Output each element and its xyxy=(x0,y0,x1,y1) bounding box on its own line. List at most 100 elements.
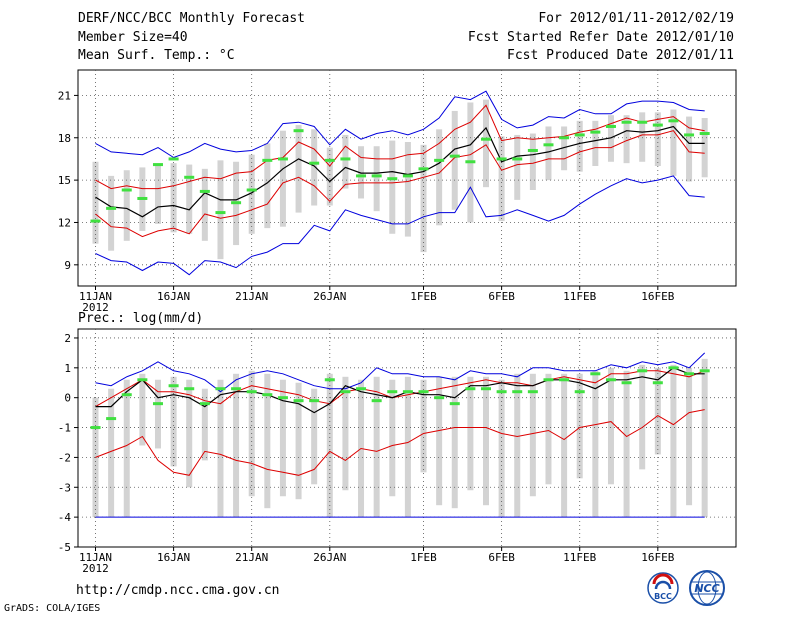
temp-ensemble-box xyxy=(295,125,302,213)
temp-observation-marker xyxy=(309,161,320,165)
prec-x-tick-label: 11JAN xyxy=(79,551,112,564)
temp-observation-marker xyxy=(340,157,351,161)
prec-observation-marker xyxy=(605,378,616,382)
prec-observation-marker xyxy=(668,366,679,370)
temp-observation-marker xyxy=(402,174,413,178)
temp-observation-marker xyxy=(293,129,304,133)
prec-ensemble-box xyxy=(498,379,505,518)
temp-ensemble-box xyxy=(217,160,224,260)
temp-ensemble-box xyxy=(311,129,318,206)
prec-observation-marker xyxy=(699,369,710,373)
temp-ensemble-box xyxy=(639,112,646,162)
temp-observation-marker xyxy=(121,188,132,192)
prec-ensemble-box xyxy=(451,376,458,509)
prec-ensemble-box xyxy=(217,379,224,518)
prec-observation-marker xyxy=(152,402,163,406)
bcc-logo: BCC xyxy=(647,572,679,604)
temp-y-tick-label: 21 xyxy=(58,89,71,102)
temp-observation-marker xyxy=(168,157,179,161)
temp-ensemble-box xyxy=(592,120,599,166)
prec-observation-marker xyxy=(590,372,601,376)
prec-y-tick-label: -1 xyxy=(58,422,71,435)
temp-ensemble-box xyxy=(326,147,333,206)
prec-ensemble-box xyxy=(373,376,380,518)
temp-ensemble-box xyxy=(154,166,161,224)
temp-y-tick-label: 18 xyxy=(58,132,71,145)
source-url[interactable]: http://cmdp.ncc.cma.gov.cn xyxy=(76,583,280,598)
temp-observation-marker xyxy=(246,188,257,192)
temp-observation-marker xyxy=(496,157,507,161)
prec-ensemble-box xyxy=(529,373,536,497)
grads-credit: GrADS: COLA/IGES xyxy=(4,603,101,614)
temp-observation-marker xyxy=(262,158,273,162)
prec-ensemble-box xyxy=(670,364,677,518)
prec-ensemble-box xyxy=(607,367,614,485)
ncc-logo: NCC xyxy=(689,570,725,606)
temp-observation-marker xyxy=(90,219,101,223)
temp-ensemble-box xyxy=(561,126,568,171)
prec-x-tick-label: 6FEB xyxy=(488,551,515,564)
temp-observation-marker xyxy=(559,136,570,140)
variable-label: Mean Surf. Temp.: °C xyxy=(78,48,235,63)
forecast-period: For 2012/01/11-2012/02/19 xyxy=(538,11,734,26)
temp-ensemble-box xyxy=(529,133,536,190)
temp-line-median xyxy=(95,125,705,218)
temp-ensemble-box xyxy=(686,116,693,182)
temp-y-tick-label: 12 xyxy=(58,216,71,229)
temp-ensemble-box xyxy=(389,140,396,234)
prec-observation-marker xyxy=(356,387,367,391)
prec-ensemble-box xyxy=(514,373,521,518)
prec-x-tick-label: 16FEB xyxy=(641,551,674,564)
temp-ensemble-box xyxy=(483,99,489,188)
temp-observation-marker xyxy=(371,174,382,178)
temp-plot-frame xyxy=(77,69,737,287)
prec-observation-marker xyxy=(465,387,476,391)
prec-line-median xyxy=(95,367,705,414)
prec-ensemble-box xyxy=(201,388,208,461)
temp-x-tick-label: 26JAN xyxy=(313,290,346,303)
prec-x-tick-label: 21JAN xyxy=(235,551,268,564)
temp-x-tick-label: 21JAN xyxy=(235,290,268,303)
prec-observation-marker xyxy=(637,369,648,373)
prec-observation-marker xyxy=(246,390,257,394)
prec-observation-marker xyxy=(449,402,460,406)
prec-observation-marker xyxy=(340,390,351,394)
prec-ensemble-box xyxy=(592,370,599,518)
prec-ensemble-box xyxy=(576,373,583,479)
prec-ensemble-box xyxy=(639,364,646,470)
prec-ensemble-box xyxy=(623,370,630,518)
prec-x-tick-label: 1FEB xyxy=(410,551,437,564)
prec-ensemble-box xyxy=(561,373,568,518)
ncc-logo-label: NCC xyxy=(694,582,719,595)
prec-ensemble-box xyxy=(311,388,318,485)
temp-observation-marker xyxy=(199,189,210,193)
temp-x-tick-label: 16FEB xyxy=(641,290,674,303)
temp-ensemble-box xyxy=(358,146,365,199)
temp-ensemble-box xyxy=(123,170,130,241)
temp-x-tick-label: 11FEB xyxy=(563,290,596,303)
prec-y-tick-label: -4 xyxy=(58,511,72,524)
prec-y-tick-label: -5 xyxy=(58,541,71,554)
prec-observation-marker xyxy=(184,387,195,391)
prec-y-tick-label: -2 xyxy=(58,451,71,464)
prec-observation-marker xyxy=(512,390,523,394)
prec-observation-marker xyxy=(137,378,148,382)
temp-observation-marker xyxy=(324,158,335,162)
temp-x-tick-label: 1FEB xyxy=(410,290,437,303)
temp-observation-marker xyxy=(699,132,710,136)
temp-x-year-label: 2012 xyxy=(82,301,109,314)
prec-line-max xyxy=(95,352,706,393)
prec-y-tick-label: 2 xyxy=(64,332,71,345)
prec-ensemble-box xyxy=(123,379,130,518)
temp-observation-marker xyxy=(231,201,242,205)
prec-ensemble-box xyxy=(701,358,708,518)
prec-ensemble-box xyxy=(154,379,161,449)
temp-ensemble-box xyxy=(670,109,677,176)
forecast-started-date: Fcst Started Refer Date 2012/01/10 xyxy=(467,30,734,45)
temp-x-tick-label: 6FEB xyxy=(488,290,515,303)
prec-observation-marker xyxy=(481,387,491,391)
chart-title: DERF/NCC/BCC Monthly Forecast xyxy=(78,11,305,26)
prec-observation-marker xyxy=(527,390,538,394)
prec-observation-marker xyxy=(684,372,695,376)
prec-y-tick-label: -3 xyxy=(58,481,71,494)
